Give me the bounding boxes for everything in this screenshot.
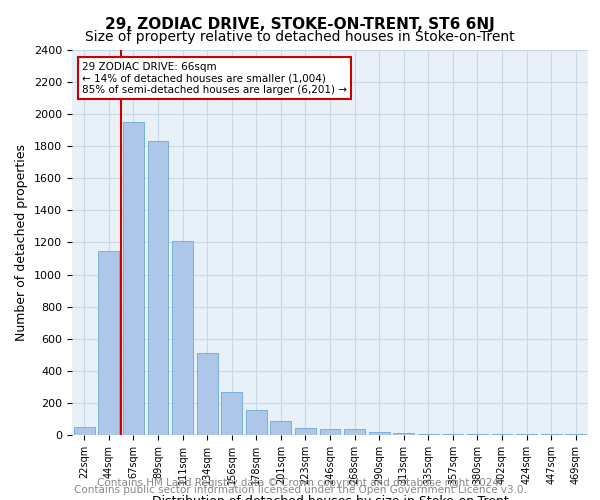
Bar: [541, 434, 562, 435]
Bar: [320, 430, 340, 435]
Bar: [74, 427, 95, 435]
Bar: [393, 434, 414, 435]
Text: 29 ZODIAC DRIVE: 66sqm
← 14% of detached houses are smaller (1,004)
85% of semi-: 29 ZODIAC DRIVE: 66sqm ← 14% of detached…: [82, 62, 347, 95]
Bar: [442, 434, 463, 435]
Text: Contains HM Land Registry data © Crown copyright and database right 2024.: Contains HM Land Registry data © Crown c…: [97, 478, 503, 488]
X-axis label: Distribution of detached houses by size in Stoke-on-Trent: Distribution of detached houses by size …: [152, 495, 508, 500]
Bar: [98, 250, 119, 435]
Bar: [123, 122, 144, 435]
Bar: [271, 422, 292, 435]
Bar: [565, 434, 586, 435]
Bar: [344, 430, 365, 435]
Bar: [197, 353, 218, 435]
Bar: [221, 392, 242, 435]
Text: Size of property relative to detached houses in Stoke-on-Trent: Size of property relative to detached ho…: [85, 30, 515, 44]
Bar: [418, 434, 439, 435]
Bar: [368, 432, 389, 435]
Bar: [148, 142, 169, 435]
Text: Contains public sector information licensed under the Open Government Licence v3: Contains public sector information licen…: [74, 485, 526, 495]
Text: 29, ZODIAC DRIVE, STOKE-ON-TRENT, ST6 6NJ: 29, ZODIAC DRIVE, STOKE-ON-TRENT, ST6 6N…: [105, 18, 495, 32]
Bar: [246, 410, 267, 435]
Bar: [295, 428, 316, 435]
Y-axis label: Number of detached properties: Number of detached properties: [16, 144, 28, 341]
Bar: [491, 434, 512, 435]
Bar: [516, 434, 537, 435]
Bar: [467, 434, 488, 435]
Bar: [172, 241, 193, 435]
